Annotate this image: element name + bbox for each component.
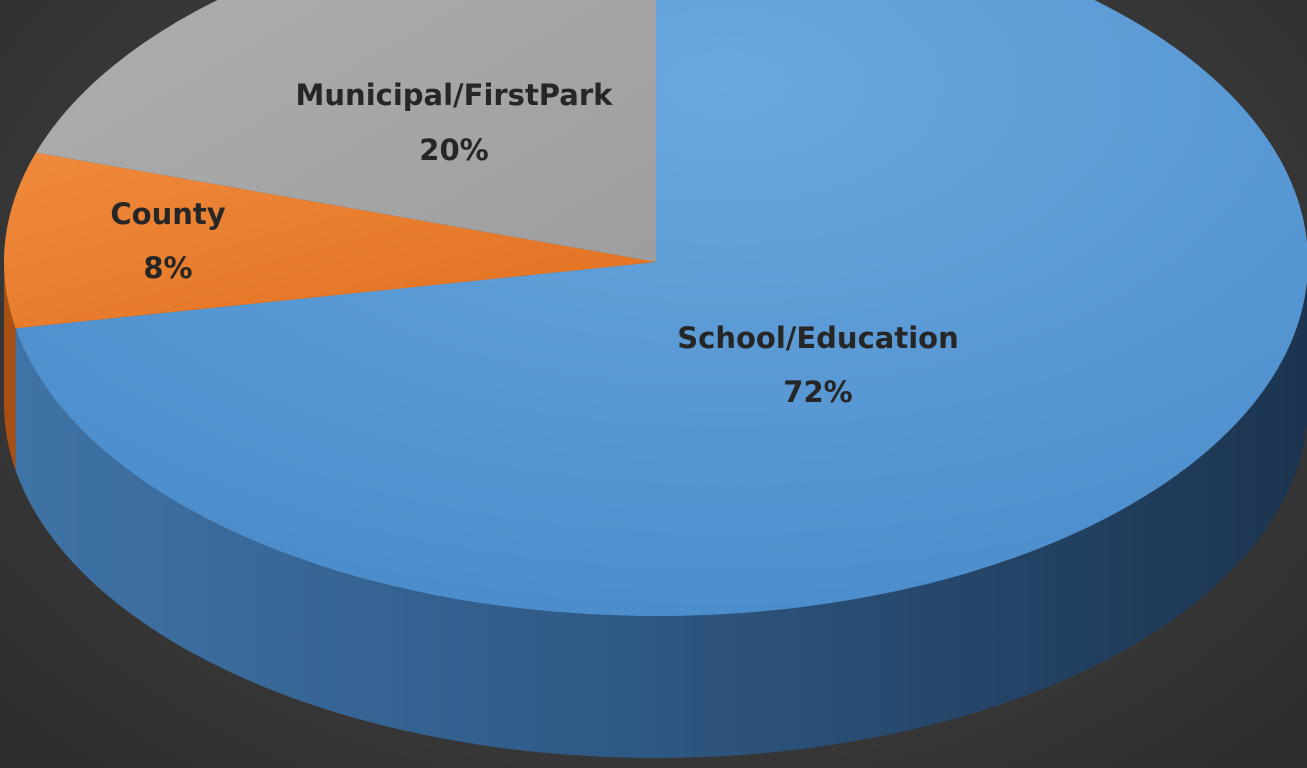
pie-slice-school-education	[15, 0, 1307, 616]
data-label-value-school-education: 72%	[783, 375, 852, 409]
pie-side-school-education	[15, 280, 1307, 758]
data-label-category-county: County	[110, 197, 225, 231]
data-label-value-municipal-firstpark: 20%	[419, 133, 488, 167]
data-label-category-municipal-firstpark: Municipal/FirstPark	[296, 78, 614, 112]
pie-slice-county	[3, 152, 656, 329]
chart-layer: School/Education 72% County 8% Municipal/Fir…	[3, 0, 1307, 758]
data-label-category-school-education: School/Education	[677, 321, 958, 355]
data-label-value-county: 8%	[143, 251, 192, 285]
pie-slice-municipal-firstpark	[35, 0, 656, 262]
pie-side-county	[4, 262, 16, 471]
